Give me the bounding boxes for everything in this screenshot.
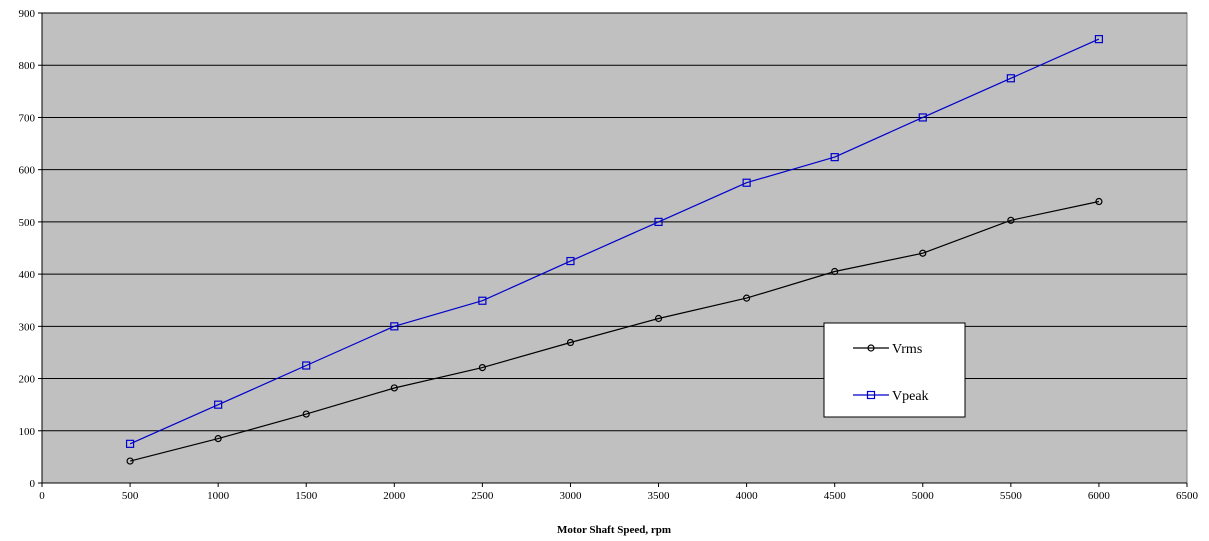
series-layer [125,35,1104,465]
x-tick-label: 4000 [736,490,759,502]
data-point-vrms [919,249,927,257]
x-axis-ticks: 0 500 1000 1500 2000 2500 3000 3500 4000 4500 5000… [39,483,1199,502]
series-vrms [126,197,1103,465]
x-tick-label: 500 [122,490,139,502]
legend-marker-vrms [867,344,875,352]
data-point-vrms [478,363,486,372]
y-tick-label: 200 [19,374,36,386]
data-point-vpeak [125,439,135,448]
gridlines [42,12,1187,432]
y-axis-ticks: 0 100 200 300 400 500 600 700 800 900 [19,8,42,490]
data-point-vrms [831,267,839,276]
x-tick-label: 3500 [648,490,671,502]
y-tick-label: 700 [19,112,36,124]
x-tick-label: 5000 [912,490,935,502]
data-point-vpeak [566,256,575,266]
x-tick-label: 3000 [559,490,582,502]
x-tick-label: 6500 [1176,490,1199,502]
data-point-vrms [566,338,575,347]
legend-label-vrms: Vrms [892,342,922,357]
y-tick-label: 500 [19,217,36,229]
data-point-vpeak [302,361,311,370]
legend-box [823,322,966,418]
x-tick-label: 2000 [383,490,406,502]
x-tick-label: 1000 [207,490,230,502]
legend: Vrms Vpeak [823,322,966,418]
data-point-vpeak [830,153,839,162]
data-point-vpeak [654,217,663,226]
y-tick-label: 900 [19,8,36,20]
x-tick-label: 6000 [1088,490,1111,502]
y-tick-label: 800 [19,60,36,72]
x-tick-label: 5500 [1000,490,1023,502]
y-tick-label: 100 [19,426,36,438]
data-point-vrms [390,384,398,392]
axes [41,13,1187,484]
data-point-vrms [214,435,222,443]
y-tick-label: 400 [19,269,36,281]
data-point-vpeak [214,400,223,409]
data-point-vpeak [1094,35,1104,44]
plot-area [41,12,1188,484]
data-point-vpeak [390,322,399,331]
legend-label-vpeak: Vpeak [892,389,929,404]
data-point-vrms [126,457,134,465]
x-axis-title: Motor Shaft Speed, rpm [557,524,671,536]
data-point-vpeak [1006,74,1015,83]
x-tick-label: 4500 [824,490,847,502]
series-line-vpeak [129,38,1100,445]
data-point-vrms [1007,216,1015,224]
x-tick-label: 1500 [295,490,318,502]
legend-marker-vpeak [866,390,876,400]
x-tick-label: 2500 [471,490,494,502]
series-vpeak [125,35,1104,448]
data-point-vrms [302,410,310,418]
data-point-vpeak [478,296,487,305]
y-tick-label: 0 [30,478,36,490]
data-point-vrms [654,314,663,323]
series-line-vrms [129,200,1100,462]
x-tick-label: 0 [39,490,45,502]
y-tick-label: 300 [19,321,36,333]
data-point-vpeak [742,178,751,187]
y-tick-label: 600 [19,165,36,177]
data-point-vrms [1095,197,1103,206]
data-point-vpeak [918,113,927,122]
data-point-vrms [743,294,751,302]
